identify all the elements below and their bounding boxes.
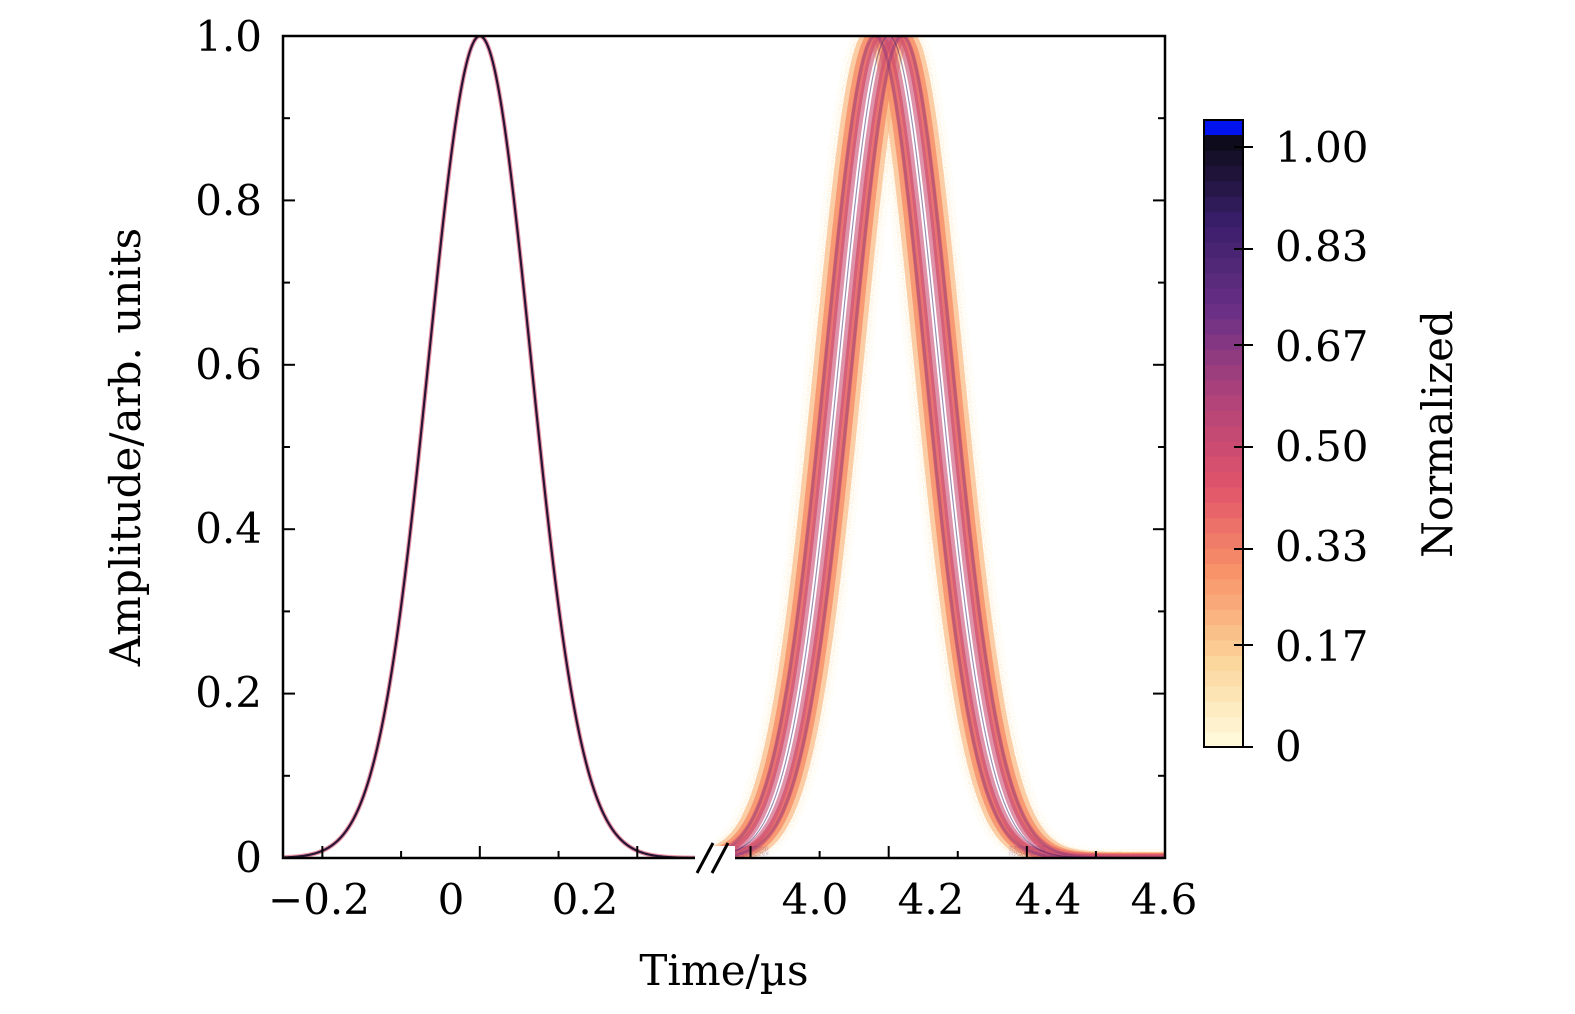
- y-tick-label: 0: [235, 833, 262, 882]
- colorbar-band: [1204, 655, 1243, 672]
- x-tick-label: 0: [438, 875, 465, 924]
- colorbar-band: [1204, 456, 1243, 473]
- axis-break-mark: [695, 842, 735, 874]
- colorbar-tick-label: 0.83: [1275, 222, 1369, 271]
- colorbar-band: [1204, 502, 1243, 519]
- colorbar-band: [1204, 395, 1243, 411]
- x-tick-label: 4.4: [1015, 875, 1082, 924]
- x-tick-labels: −0.2 0 0.2 4.0 4.2 4.4 4.6: [268, 875, 1197, 924]
- colorbar-band: [1204, 165, 1243, 182]
- colorbar-band: [1204, 364, 1243, 381]
- colorbar-band: [1204, 701, 1243, 717]
- plot-area: [283, 36, 1165, 858]
- colorbar-band: [1204, 349, 1243, 366]
- colorbar-band: [1204, 532, 1243, 549]
- colorbar-band: [1204, 716, 1243, 733]
- colorbar-band: [1204, 609, 1243, 626]
- colorbar-band: [1204, 563, 1243, 580]
- colorbar-band: [1204, 242, 1243, 258]
- axis-ticks: [283, 35, 1165, 859]
- x-tick-label: 4.2: [898, 875, 965, 924]
- x-tick-label: 0.2: [552, 875, 619, 924]
- colorbar-tick-label: 0.17: [1275, 622, 1369, 671]
- colorbar-band: [1204, 624, 1243, 641]
- y-tick-label: 1.0: [195, 12, 262, 61]
- x-tick-label: −0.2: [268, 875, 370, 924]
- density-layer: [707, 36, 1165, 858]
- colorbar-band: [1204, 486, 1243, 503]
- colorbar-tick-label: 0.33: [1275, 522, 1369, 571]
- colorbar-overflow-cap: [1204, 120, 1243, 135]
- colorbar-frame: [1203, 119, 1244, 748]
- colorbar-band: [1204, 135, 1243, 151]
- input-pulse-trace: [283, 36, 716, 858]
- colorbar-tick-label: 0: [1275, 722, 1302, 771]
- colorbar-band: [1204, 318, 1243, 335]
- colorbar-tick-label: 0.67: [1275, 322, 1369, 371]
- colorbar-band: [1204, 471, 1243, 488]
- colorbar-band: [1204, 303, 1243, 320]
- colorbar-band: [1204, 639, 1243, 656]
- x-tick-label: 4.0: [782, 875, 849, 924]
- colorbar-band: [1204, 441, 1243, 457]
- curve-layer: [283, 36, 1165, 858]
- colorbar-band: [1204, 731, 1243, 748]
- colorbar-band: [1204, 594, 1243, 610]
- colorbar-title: Normalized: [1413, 310, 1462, 558]
- colorbar-band: [1204, 180, 1243, 197]
- y-tick-label: 0.2: [195, 668, 262, 717]
- y-tick-labels: 0 0.2 0.4 0.6 0.8 1.0: [195, 12, 262, 882]
- colorbar-band: [1204, 410, 1243, 427]
- colorbar-band: [1204, 226, 1243, 243]
- x-axis-title: Time/µs: [639, 946, 808, 995]
- colorbar-band: [1204, 578, 1243, 595]
- colorbar-band: [1204, 517, 1243, 534]
- colorbar-band: [1204, 196, 1243, 213]
- plot-frame: [281, 34, 1167, 860]
- colorbar-band: [1204, 211, 1243, 228]
- colorbar-band: [1204, 257, 1243, 274]
- colorbar-band: [1204, 288, 1243, 304]
- y-axis-title: Amplitude/arb. units: [101, 228, 150, 667]
- y-tick-label: 0.6: [195, 340, 262, 389]
- colorbar-band: [1204, 685, 1243, 702]
- colorbar: 0 0.17 0.33 0.50 0.67 0.83 1.00 Normaliz…: [1203, 119, 1462, 771]
- colorbar-tick-label: 0.50: [1275, 422, 1369, 471]
- colorbar-band: [1204, 333, 1243, 350]
- colorbar-gradient: [1204, 120, 1243, 748]
- colorbar-band: [1204, 379, 1243, 396]
- x-tick-label: 4.6: [1131, 875, 1198, 924]
- colorbar-band: [1204, 670, 1243, 687]
- y-tick-label: 0.8: [195, 176, 262, 225]
- colorbar-tick-label: 1.00: [1275, 123, 1369, 172]
- input-pulse-halo: [283, 36, 716, 858]
- colorbar-band: [1204, 272, 1243, 289]
- colorbar-ticks: [1234, 146, 1253, 748]
- y-tick-label: 0.4: [195, 504, 262, 553]
- colorbar-band: [1204, 548, 1243, 564]
- colorbar-band: [1204, 150, 1243, 167]
- colorbar-band: [1204, 425, 1243, 442]
